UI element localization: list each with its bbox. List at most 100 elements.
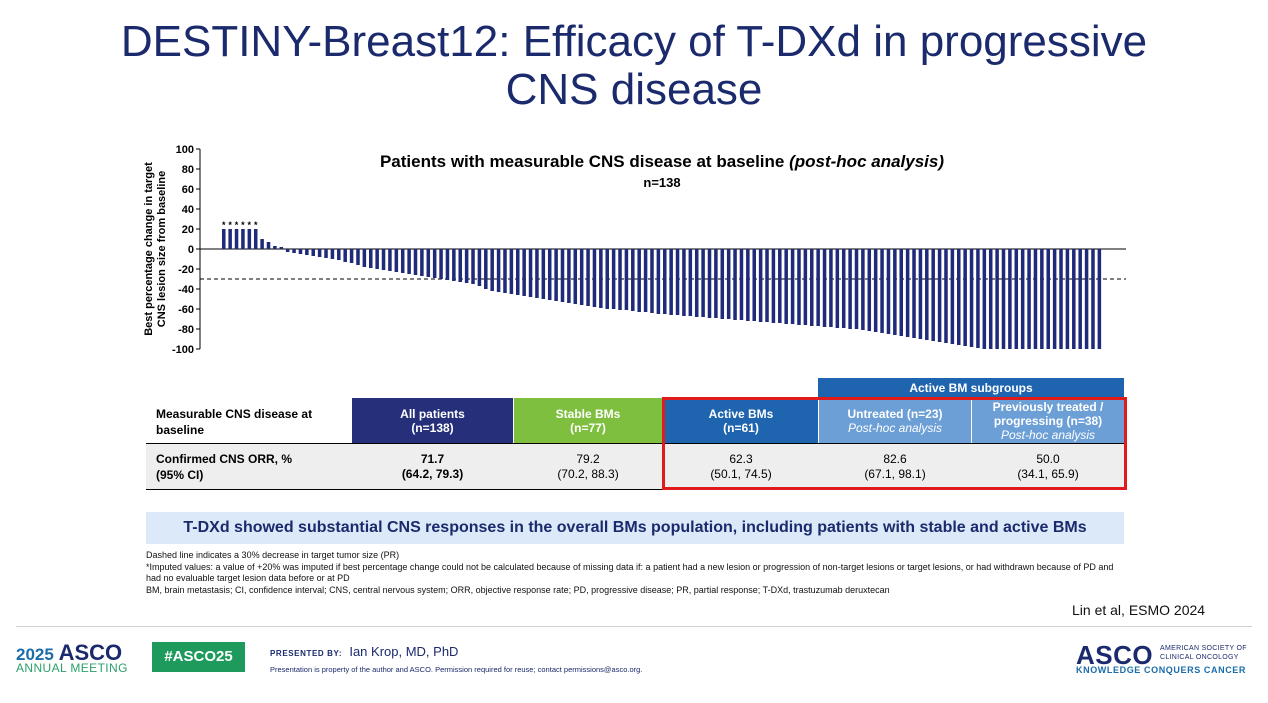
y-tick-label: -80 <box>178 324 194 336</box>
orr-previously-treated-value: 50.0 <box>1036 452 1060 466</box>
waterfall-bar <box>1072 249 1076 349</box>
waterfall-bar <box>279 247 284 249</box>
col-stable-bms-n: (n=77) <box>570 420 606 435</box>
waterfall-bar <box>995 249 999 349</box>
asco-logo-subtext-line1: AMERICAN SOCIETY OF <box>1160 645 1247 652</box>
waterfall-bar <box>656 249 661 314</box>
footnotes: Dashed line indicates a 30% decrease in … <box>146 550 1126 596</box>
waterfall-bar <box>317 249 322 257</box>
footer-divider <box>16 626 1252 627</box>
table-divider-bottom <box>146 489 1124 490</box>
waterfall-bar <box>375 249 379 269</box>
imputed-marker: * <box>241 220 245 230</box>
waterfall-bar <box>688 249 693 316</box>
imputed-marker: * <box>248 220 252 230</box>
meeting-logo-year-text: 2025 <box>16 645 54 664</box>
waterfall-bar <box>330 249 335 259</box>
col-all-patients: All patients (n=138) <box>352 398 513 443</box>
hashtag-badge: #ASCO25 <box>152 642 245 672</box>
chart-title: Patients with measurable CNS disease at … <box>380 152 944 171</box>
imputed-marker: * <box>254 220 258 230</box>
waterfall-bar <box>426 249 431 277</box>
waterfall-bar <box>778 249 782 323</box>
waterfall-bar <box>234 229 239 249</box>
meeting-logo-asco: ASCO <box>58 640 123 665</box>
col-untreated-italic: Post-hoc analysis <box>847 420 943 435</box>
waterfall-bar <box>554 249 558 301</box>
chart-subtitle: n=138 <box>643 175 680 190</box>
presenter-name: Ian Krop, MD, PhD <box>349 644 459 659</box>
waterfall-bar <box>937 249 942 342</box>
waterfall-bar <box>528 249 533 297</box>
waterfall-bar <box>1014 249 1019 349</box>
waterfall-bar <box>841 249 846 328</box>
y-tick-label: 20 <box>182 224 194 236</box>
waterfall-bar <box>624 249 629 310</box>
waterfall-bar <box>893 249 897 335</box>
col-previously-treated: Previously treated / progressing (n=38) … <box>972 398 1124 443</box>
waterfall-bar <box>714 249 718 318</box>
row-header-label: Measurable CNS disease at baseline <box>156 407 313 437</box>
property-note: Presentation is property of the author a… <box>270 665 643 674</box>
waterfall-bar <box>298 249 303 254</box>
chart-title-italic: (post-hoc analysis) <box>789 152 944 171</box>
waterfall-bar <box>496 249 501 292</box>
y-tick-label: 100 <box>176 144 194 156</box>
waterfall-bar <box>1084 249 1089 349</box>
waterfall-bar <box>925 249 929 340</box>
waterfall-bar <box>905 249 910 337</box>
waterfall-bar <box>285 249 290 252</box>
waterfall-bar <box>797 249 801 325</box>
waterfall-bar <box>541 249 546 299</box>
waterfall-bar <box>471 249 475 284</box>
y-tick-label: 40 <box>182 204 194 216</box>
col-untreated-label: Untreated (n=23) <box>847 406 943 421</box>
waterfall-bar <box>810 249 814 326</box>
waterfall-bar <box>988 249 993 349</box>
waterfall-bar <box>752 249 756 321</box>
waterfall-bar <box>522 249 526 296</box>
waterfall-bar <box>803 249 808 325</box>
orr-label: Confirmed CNS ORR, % (95% CI) <box>156 451 292 483</box>
waterfall-bar <box>969 249 974 347</box>
col-untreated: Untreated (n=23) Post-hoc analysis <box>819 398 971 443</box>
orr-previously-treated-ci: (34.1, 65.9) <box>1017 467 1079 481</box>
waterfall-bar <box>599 249 603 308</box>
waterfall-bar <box>381 249 386 270</box>
waterfall-bar <box>611 249 616 309</box>
group-header: Active BM subgroups <box>818 378 1124 398</box>
waterfall-bar <box>516 249 520 295</box>
orr-label-line2: (95% CI) <box>156 468 204 482</box>
col-stable-bms-label: Stable BMs <box>555 406 621 421</box>
waterfall-bar <box>439 249 443 279</box>
col-all-patients-n: (n=138) <box>411 420 454 435</box>
waterfall-bar <box>464 249 469 283</box>
waterfall-bar <box>535 249 539 298</box>
waterfall-bar <box>726 249 731 319</box>
waterfall-bar <box>228 229 232 249</box>
waterfall-bar <box>1046 249 1050 349</box>
footnote-dashed-line: Dashed line indicates a 30% decrease in … <box>146 550 400 560</box>
waterfall-bar <box>477 249 482 286</box>
key-takeaway-callout: T-DXd showed substantial CNS responses i… <box>146 512 1124 544</box>
waterfall-bar <box>637 249 641 312</box>
chart-title-main: Patients with measurable CNS disease at … <box>380 152 784 171</box>
waterfall-bar <box>790 249 795 324</box>
waterfall-bar <box>567 249 571 303</box>
slide-title: DESTINY-Breast12: Efficacy of T-DXd in p… <box>0 18 1268 114</box>
waterfall-bar <box>784 249 788 324</box>
presented-by: PRESENTED BY: Ian Krop, MD, PhD <box>270 644 458 659</box>
waterfall-bar <box>963 249 967 346</box>
waterfall-bar <box>586 249 590 306</box>
waterfall-bar <box>835 249 840 328</box>
waterfall-bar <box>618 249 622 310</box>
waterfall-bar <box>266 242 271 249</box>
asco-logo-subtext: AMERICAN SOCIETY OF CLINICAL ONCOLOGY <box>1160 644 1247 662</box>
waterfall-bar <box>899 249 903 336</box>
waterfall-bar <box>573 249 578 304</box>
footnote-abbreviations: BM, brain metastasis; CI, confidence int… <box>146 584 890 595</box>
waterfall-bar <box>701 249 705 317</box>
waterfall-bar <box>273 246 277 249</box>
col-active-bms-label: Active BMs <box>708 406 774 421</box>
waterfall-bar <box>957 249 961 345</box>
